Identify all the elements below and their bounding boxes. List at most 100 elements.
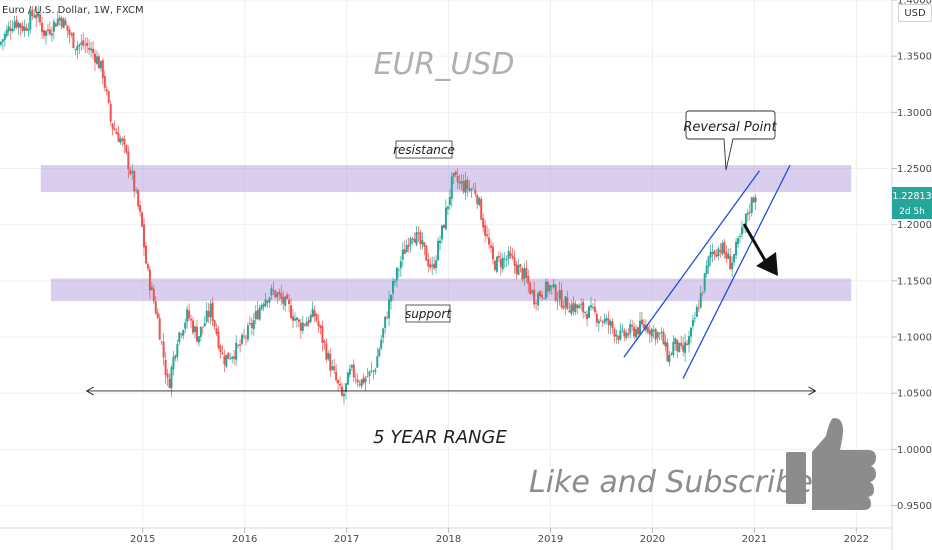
candle-body <box>531 290 534 293</box>
candle-body <box>658 333 661 335</box>
candle-body <box>27 28 30 31</box>
candle-body <box>143 224 146 248</box>
candle-body <box>17 22 20 28</box>
candle-body <box>640 319 643 325</box>
candle-body <box>399 261 402 269</box>
candle-body <box>315 314 318 321</box>
candle-body <box>184 322 187 329</box>
candle-body <box>7 26 10 32</box>
candle-body <box>270 288 273 296</box>
candle-body <box>617 336 620 341</box>
candle-body <box>666 342 669 362</box>
x-tick-label: 2016 <box>232 534 257 545</box>
candle-body <box>344 383 347 392</box>
candle-body <box>623 330 626 337</box>
candle-body <box>252 320 255 329</box>
candle-body <box>72 32 75 48</box>
candle-body <box>603 318 606 323</box>
candle-body <box>378 349 381 357</box>
candle-body <box>192 320 195 333</box>
candle-body <box>366 376 369 377</box>
candle-body <box>452 172 455 177</box>
candle-body <box>674 337 677 345</box>
currency-badge[interactable]: USD <box>898 4 932 22</box>
candle-body <box>572 302 575 312</box>
candle-body <box>274 290 277 298</box>
candle-body <box>235 342 238 360</box>
candle-body <box>86 42 89 46</box>
candle-body <box>519 264 522 267</box>
candle-body <box>146 264 149 269</box>
candle-body <box>115 131 118 135</box>
candle-body <box>733 254 736 263</box>
x-tick-labels: 2015 2016 2017 2018 2019 2020 2021 2022 <box>130 528 869 545</box>
candle-body <box>738 236 741 237</box>
y-tick-label: 1.10000 <box>897 333 932 344</box>
candle-body <box>423 242 426 247</box>
candle-body <box>440 225 443 240</box>
candle-body <box>201 326 204 328</box>
candle-body <box>670 353 673 356</box>
candle-body <box>719 250 722 252</box>
thumbs-up-icon <box>786 418 876 510</box>
candle-body <box>11 28 14 32</box>
candle-body <box>174 355 177 359</box>
candle-body <box>205 310 208 322</box>
candle-body <box>97 56 100 69</box>
candle-body <box>103 75 106 88</box>
candle-body <box>427 259 430 267</box>
candle-body <box>166 373 169 378</box>
candle-body <box>233 356 236 359</box>
candle-body <box>256 310 259 320</box>
candle-body <box>705 265 708 274</box>
candle-body <box>213 320 216 327</box>
candle-body <box>278 291 281 295</box>
candle-body <box>237 345 240 346</box>
price-tag-value: 1.22813 <box>892 191 931 202</box>
candle-body <box>558 290 561 300</box>
x-tick-label: 2020 <box>640 534 665 545</box>
candle-body <box>484 225 487 236</box>
candle-body <box>144 245 147 264</box>
candle-body <box>129 170 132 174</box>
candle-body <box>609 320 612 326</box>
candle-body <box>9 28 12 32</box>
candle-body <box>660 331 663 333</box>
candle-body <box>88 47 91 50</box>
candle-body <box>395 267 398 281</box>
candle-body <box>268 297 271 303</box>
candle-body <box>401 249 404 260</box>
candle-body <box>458 181 461 184</box>
candle-body <box>639 320 642 335</box>
candle-body <box>562 306 565 309</box>
candle-body <box>231 356 234 359</box>
candle-body <box>5 29 8 36</box>
candle-body <box>180 333 183 335</box>
candle-body <box>535 303 538 304</box>
candle-body <box>380 339 383 349</box>
candle-body <box>533 289 536 305</box>
candle-body <box>368 371 371 376</box>
candle-body <box>591 306 594 308</box>
candle-body <box>215 328 218 334</box>
candle-body <box>676 339 679 352</box>
candle-body <box>386 317 389 319</box>
candle-body <box>662 331 665 345</box>
candle-body <box>754 197 757 202</box>
channel-layer <box>623 164 791 379</box>
candle-body <box>37 12 40 17</box>
chart-title: Euro / U.S. Dollar, 1W, FXCM <box>2 5 144 16</box>
candle-body <box>260 305 263 310</box>
candle-body <box>707 256 710 267</box>
candle-body <box>46 29 49 31</box>
candle-body <box>135 190 138 191</box>
candle-body <box>333 366 336 371</box>
y-tick-label: 1.30000 <box>897 108 932 119</box>
candle-body <box>405 244 408 253</box>
candle-body <box>568 310 571 313</box>
candle-body <box>188 310 191 319</box>
support-zone <box>50 278 852 302</box>
candle-body <box>497 255 500 258</box>
candle-body <box>44 31 47 36</box>
